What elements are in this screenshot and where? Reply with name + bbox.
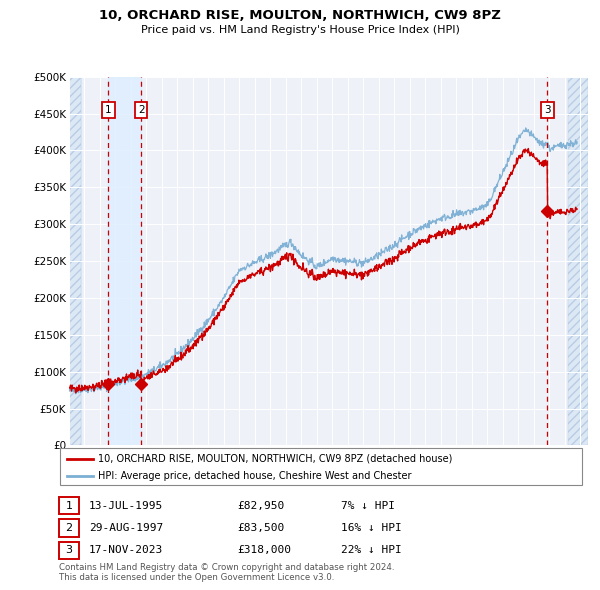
Text: 2: 2 [138, 105, 145, 115]
Text: 10, ORCHARD RISE, MOULTON, NORTHWICH, CW9 8PZ: 10, ORCHARD RISE, MOULTON, NORTHWICH, CW… [99, 9, 501, 22]
Text: 17-NOV-2023: 17-NOV-2023 [89, 546, 163, 555]
Text: 1: 1 [65, 501, 73, 510]
Text: 10, ORCHARD RISE, MOULTON, NORTHWICH, CW9 8PZ (detached house): 10, ORCHARD RISE, MOULTON, NORTHWICH, CW… [98, 454, 452, 464]
Text: 22% ↓ HPI: 22% ↓ HPI [341, 546, 401, 555]
Text: Contains HM Land Registry data © Crown copyright and database right 2024.
This d: Contains HM Land Registry data © Crown c… [59, 563, 394, 582]
Text: 1: 1 [105, 105, 112, 115]
Text: £82,950: £82,950 [237, 501, 284, 510]
Text: 16% ↓ HPI: 16% ↓ HPI [341, 523, 401, 533]
Bar [568, 77, 588, 445]
Bar [69, 77, 80, 445]
Text: £83,500: £83,500 [237, 523, 284, 533]
Bar [69, 77, 80, 445]
Text: 3: 3 [544, 105, 551, 115]
Text: 3: 3 [65, 546, 73, 555]
Text: Price paid vs. HM Land Registry's House Price Index (HPI): Price paid vs. HM Land Registry's House … [140, 25, 460, 35]
Text: 2: 2 [65, 523, 73, 533]
Bar [108, 77, 141, 445]
Bar [568, 77, 588, 445]
Text: HPI: Average price, detached house, Cheshire West and Chester: HPI: Average price, detached house, Ches… [98, 471, 412, 481]
Text: 13-JUL-1995: 13-JUL-1995 [89, 501, 163, 510]
Text: 29-AUG-1997: 29-AUG-1997 [89, 523, 163, 533]
Text: £318,000: £318,000 [237, 546, 291, 555]
Text: 7% ↓ HPI: 7% ↓ HPI [341, 501, 395, 510]
